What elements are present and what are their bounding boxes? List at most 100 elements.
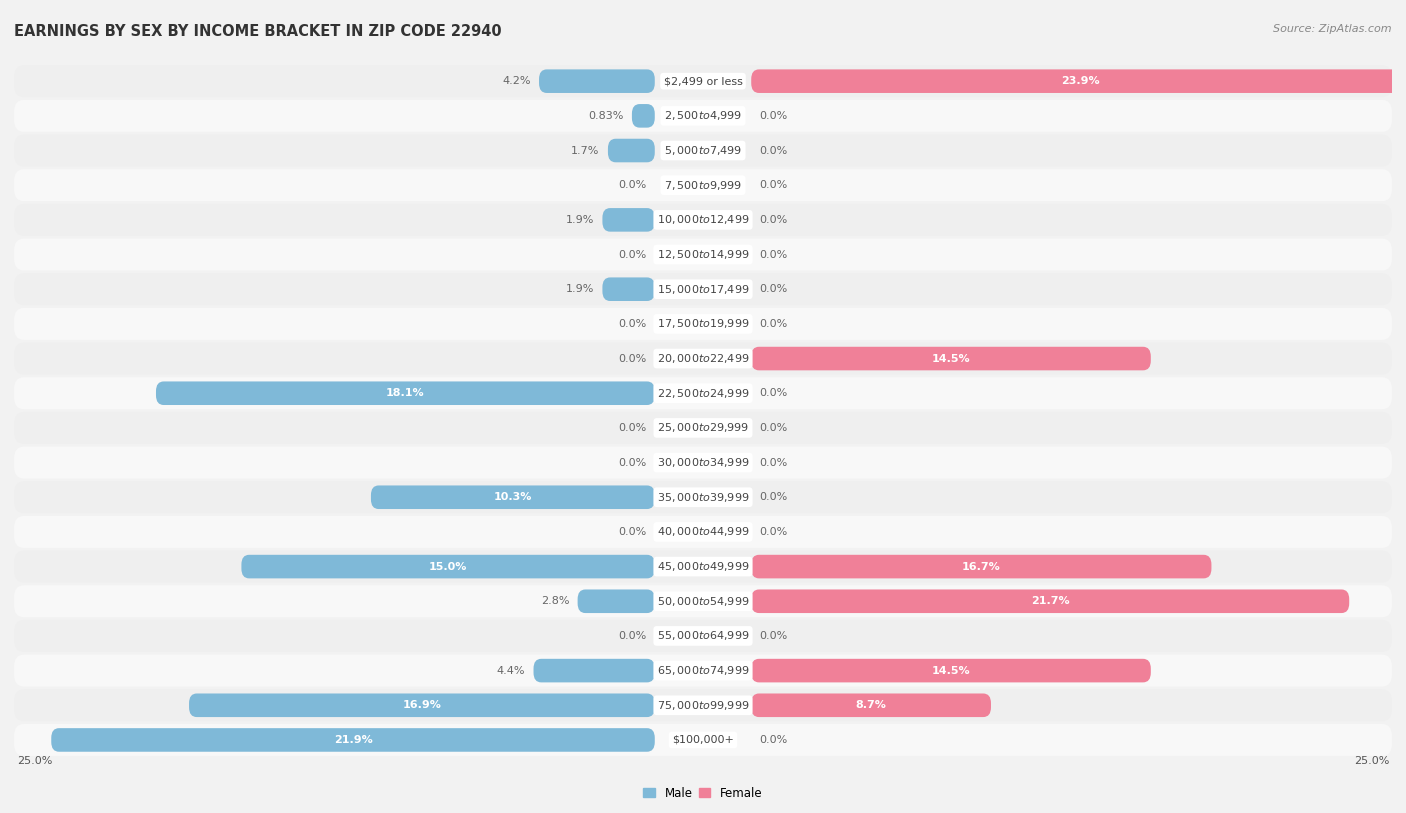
Text: 1.9%: 1.9% (565, 215, 595, 225)
Text: 0.0%: 0.0% (619, 180, 647, 190)
FancyBboxPatch shape (14, 446, 1392, 479)
Text: 0.0%: 0.0% (619, 631, 647, 641)
Text: 0.0%: 0.0% (759, 180, 787, 190)
Text: 0.0%: 0.0% (759, 250, 787, 259)
Text: $25,000 to $29,999: $25,000 to $29,999 (657, 421, 749, 434)
Text: 21.7%: 21.7% (1031, 596, 1070, 606)
Text: $22,500 to $24,999: $22,500 to $24,999 (657, 387, 749, 400)
Text: $12,500 to $14,999: $12,500 to $14,999 (657, 248, 749, 261)
Text: 16.7%: 16.7% (962, 562, 1001, 572)
Text: 0.0%: 0.0% (759, 527, 787, 537)
Text: $40,000 to $44,999: $40,000 to $44,999 (657, 525, 749, 538)
FancyBboxPatch shape (14, 585, 1392, 617)
Text: 4.4%: 4.4% (496, 666, 526, 676)
Text: 1.7%: 1.7% (571, 146, 599, 155)
FancyBboxPatch shape (14, 308, 1392, 340)
FancyBboxPatch shape (14, 65, 1392, 97)
Text: 16.9%: 16.9% (402, 700, 441, 711)
Text: 25.0%: 25.0% (1354, 756, 1389, 767)
FancyBboxPatch shape (14, 654, 1392, 686)
Text: $50,000 to $54,999: $50,000 to $54,999 (657, 595, 749, 608)
FancyBboxPatch shape (371, 485, 655, 509)
Text: 0.0%: 0.0% (619, 527, 647, 537)
FancyBboxPatch shape (14, 689, 1392, 721)
Text: $45,000 to $49,999: $45,000 to $49,999 (657, 560, 749, 573)
Text: $20,000 to $22,499: $20,000 to $22,499 (657, 352, 749, 365)
FancyBboxPatch shape (14, 204, 1392, 236)
FancyBboxPatch shape (242, 554, 655, 578)
Text: 0.83%: 0.83% (588, 111, 624, 121)
Text: $5,000 to $7,499: $5,000 to $7,499 (664, 144, 742, 157)
Text: $100,000+: $100,000+ (672, 735, 734, 745)
Text: 4.2%: 4.2% (502, 76, 531, 86)
FancyBboxPatch shape (14, 620, 1392, 652)
FancyBboxPatch shape (631, 104, 655, 128)
Text: $35,000 to $39,999: $35,000 to $39,999 (657, 491, 749, 504)
FancyBboxPatch shape (14, 377, 1392, 409)
Text: 0.0%: 0.0% (619, 458, 647, 467)
FancyBboxPatch shape (602, 208, 655, 232)
Text: 0.0%: 0.0% (759, 492, 787, 502)
Text: 21.9%: 21.9% (333, 735, 373, 745)
Text: 0.0%: 0.0% (619, 354, 647, 363)
FancyBboxPatch shape (156, 381, 655, 405)
Text: 0.0%: 0.0% (759, 111, 787, 121)
Text: $55,000 to $64,999: $55,000 to $64,999 (657, 629, 749, 642)
Text: EARNINGS BY SEX BY INCOME BRACKET IN ZIP CODE 22940: EARNINGS BY SEX BY INCOME BRACKET IN ZIP… (14, 24, 502, 39)
FancyBboxPatch shape (14, 100, 1392, 132)
Text: $10,000 to $12,499: $10,000 to $12,499 (657, 213, 749, 226)
FancyBboxPatch shape (14, 273, 1392, 305)
Text: 0.0%: 0.0% (619, 423, 647, 433)
Text: 0.0%: 0.0% (619, 250, 647, 259)
Text: 0.0%: 0.0% (619, 319, 647, 329)
FancyBboxPatch shape (751, 347, 1152, 371)
Text: $65,000 to $74,999: $65,000 to $74,999 (657, 664, 749, 677)
Text: 0.0%: 0.0% (759, 319, 787, 329)
FancyBboxPatch shape (578, 589, 655, 613)
FancyBboxPatch shape (538, 69, 655, 93)
FancyBboxPatch shape (14, 238, 1392, 271)
FancyBboxPatch shape (751, 589, 1350, 613)
FancyBboxPatch shape (751, 69, 1406, 93)
Text: 0.0%: 0.0% (759, 285, 787, 294)
FancyBboxPatch shape (751, 693, 991, 717)
Text: 14.5%: 14.5% (932, 354, 970, 363)
Text: Source: ZipAtlas.com: Source: ZipAtlas.com (1274, 24, 1392, 34)
Text: $2,500 to $4,999: $2,500 to $4,999 (664, 110, 742, 122)
FancyBboxPatch shape (602, 277, 655, 301)
Text: 2.8%: 2.8% (541, 596, 569, 606)
FancyBboxPatch shape (14, 724, 1392, 756)
Text: 10.3%: 10.3% (494, 492, 531, 502)
Text: 14.5%: 14.5% (932, 666, 970, 676)
Text: 1.9%: 1.9% (565, 285, 595, 294)
FancyBboxPatch shape (14, 550, 1392, 583)
Text: 23.9%: 23.9% (1062, 76, 1099, 86)
Text: 25.0%: 25.0% (17, 756, 52, 767)
FancyBboxPatch shape (14, 135, 1392, 167)
Text: 18.1%: 18.1% (387, 389, 425, 398)
Text: $15,000 to $17,499: $15,000 to $17,499 (657, 283, 749, 296)
Text: 0.0%: 0.0% (759, 458, 787, 467)
FancyBboxPatch shape (533, 659, 655, 682)
Text: 0.0%: 0.0% (759, 215, 787, 225)
Legend: Male, Female: Male, Female (638, 782, 768, 804)
Text: 8.7%: 8.7% (856, 700, 887, 711)
Text: 0.0%: 0.0% (759, 423, 787, 433)
FancyBboxPatch shape (14, 481, 1392, 513)
FancyBboxPatch shape (751, 554, 1212, 578)
Text: 0.0%: 0.0% (759, 735, 787, 745)
FancyBboxPatch shape (14, 342, 1392, 375)
Text: 0.0%: 0.0% (759, 146, 787, 155)
FancyBboxPatch shape (51, 728, 655, 752)
Text: $30,000 to $34,999: $30,000 to $34,999 (657, 456, 749, 469)
FancyBboxPatch shape (751, 659, 1152, 682)
Text: $2,499 or less: $2,499 or less (664, 76, 742, 86)
FancyBboxPatch shape (14, 516, 1392, 548)
Text: $75,000 to $99,999: $75,000 to $99,999 (657, 699, 749, 711)
Text: 15.0%: 15.0% (429, 562, 467, 572)
Text: $17,500 to $19,999: $17,500 to $19,999 (657, 317, 749, 330)
FancyBboxPatch shape (14, 169, 1392, 201)
Text: 0.0%: 0.0% (759, 631, 787, 641)
FancyBboxPatch shape (14, 412, 1392, 444)
FancyBboxPatch shape (607, 139, 655, 163)
